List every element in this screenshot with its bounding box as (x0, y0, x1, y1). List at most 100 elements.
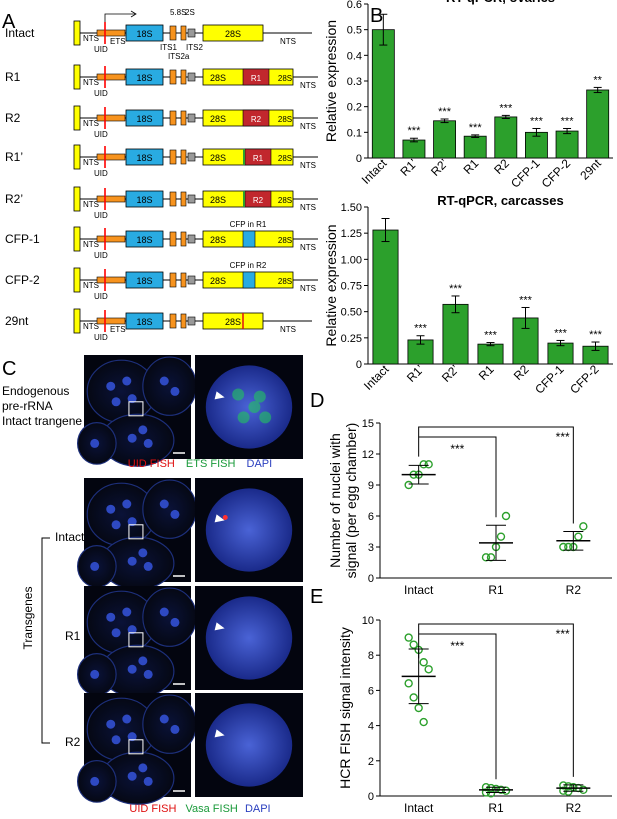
chart-title: RT-qPCR, carcasses (437, 193, 563, 208)
y-tick-label: 2 (368, 756, 374, 768)
y-tick-label: 0.3 (347, 76, 362, 88)
comparison-bracket (418, 426, 574, 524)
its2a-label: ITS2a (168, 52, 190, 61)
cfp-note: CFP in R2 (230, 261, 267, 270)
s58-box (169, 25, 177, 41)
x-tick-label: R1 (461, 156, 482, 177)
data-point (409, 693, 418, 702)
zoom-box (128, 401, 144, 417)
nurse-nucleus (170, 509, 180, 519)
data-point (501, 511, 511, 521)
zoom-nucleus (205, 488, 293, 572)
data-point (419, 460, 428, 469)
x-tick-label: R2’ (428, 156, 451, 179)
uid-label: UID (94, 89, 108, 98)
ets-box (96, 114, 126, 122)
s18-label: 18S (136, 114, 152, 124)
nts-right-label: NTS (280, 325, 296, 334)
s28-box (202, 24, 264, 42)
construct-r1p: R1’ NTS UID 18S 28S R1 28S NTS (5, 144, 318, 178)
s28-right-label: 28S (278, 196, 292, 205)
legend-endogenous: Endogenous (2, 384, 69, 398)
x-tick-label: CFP-1 (532, 362, 567, 397)
data-point (559, 781, 568, 790)
s18-label: 18S (136, 153, 152, 163)
nts-box (73, 308, 81, 334)
s58-box (169, 231, 177, 247)
s28-label: 28S (210, 153, 226, 163)
ets-box (96, 153, 126, 161)
bar-2 (433, 120, 456, 159)
y-tick-label: 0 (368, 791, 374, 803)
y-tick-label: 0 (368, 573, 374, 585)
nurse-nucleus (127, 517, 137, 527)
bar-3 (463, 135, 487, 159)
significance-label: *** (519, 294, 533, 306)
panel-label-d: D (310, 390, 324, 412)
nurse-nucleus (106, 719, 116, 729)
its-box (187, 72, 196, 82)
y-tick-label: 0.25 (341, 333, 362, 345)
uid-label: UID (94, 251, 108, 260)
x-tick-label: Intact (359, 156, 390, 187)
zoom-nucleus (205, 596, 293, 680)
s2-box (180, 110, 187, 126)
nurse-nucleus (138, 425, 148, 435)
nurse-nucleus (138, 656, 148, 666)
y-tick-label: 0.75 (341, 281, 362, 293)
construct-r2: R2 NTS UID 18S 28S R2 28S NTS (5, 105, 318, 139)
ets-label: ETS (110, 37, 126, 46)
bar-3 (477, 343, 504, 365)
arrowhead-marker (214, 622, 225, 631)
cfp-note: CFP in R1 (230, 220, 267, 229)
caption-top-dapi: DAPI (247, 458, 273, 470)
x-tick-label: R1’ (404, 362, 427, 385)
nurse-nucleus (90, 561, 100, 571)
signal-spot (248, 401, 261, 413)
insert-box (242, 68, 270, 86)
nurse-nucleus (159, 376, 169, 386)
signal-spot (222, 515, 228, 521)
s28-label: 28S (210, 195, 226, 205)
legend-pre-rrna: pre-rRNA (2, 399, 53, 413)
s58-box (169, 313, 177, 329)
caption-bottom-dapi: DAPI (245, 803, 271, 815)
y-tick-label: 0.4 (347, 50, 362, 62)
caption-bottom: UID FISH Vasa FISH DAPI (129, 803, 270, 815)
nts-right-label: NTS (300, 243, 316, 252)
micrograph-overview-6 (76, 693, 197, 805)
s28-label: 28S (210, 276, 226, 286)
x-tick-label: 29nt (577, 156, 604, 183)
nurse-nucleus (127, 433, 137, 443)
nts-box (73, 186, 81, 212)
data-point (404, 679, 413, 688)
caption-bottom-uid: UID FISH (129, 803, 176, 815)
s2-box (180, 313, 187, 329)
s58-label: 5.8S (170, 8, 186, 17)
y-tick-label: 0 (356, 153, 362, 165)
nurse-nucleus (127, 664, 137, 674)
nurse-nucleus (143, 776, 153, 786)
insert-label: R1 (251, 74, 262, 83)
uid-label: UID (94, 292, 108, 301)
zoom-nucleus (205, 703, 293, 787)
zoom-box (128, 524, 144, 540)
nurse-nucleus (159, 607, 169, 617)
significance-label: *** (408, 125, 422, 137)
its-box (187, 28, 196, 38)
transcription-arrowhead (130, 10, 137, 18)
nurse-nucleus (122, 499, 132, 509)
comparison-bracket (418, 436, 497, 518)
y-tick-label: 3 (368, 542, 374, 554)
y-tick-label: 0 (356, 359, 362, 371)
significance-label: *** (484, 330, 498, 342)
s18-box (125, 109, 164, 127)
y-tick-label: 0.50 (341, 307, 362, 319)
significance-label: *** (438, 106, 452, 118)
construct-label: 29nt (5, 314, 29, 328)
nurse-nucleus (127, 732, 137, 742)
panel-label-c: C (2, 358, 16, 380)
s18-label: 18S (136, 29, 152, 39)
its-box (187, 234, 196, 244)
x-tick-label: R2’ (439, 362, 462, 385)
